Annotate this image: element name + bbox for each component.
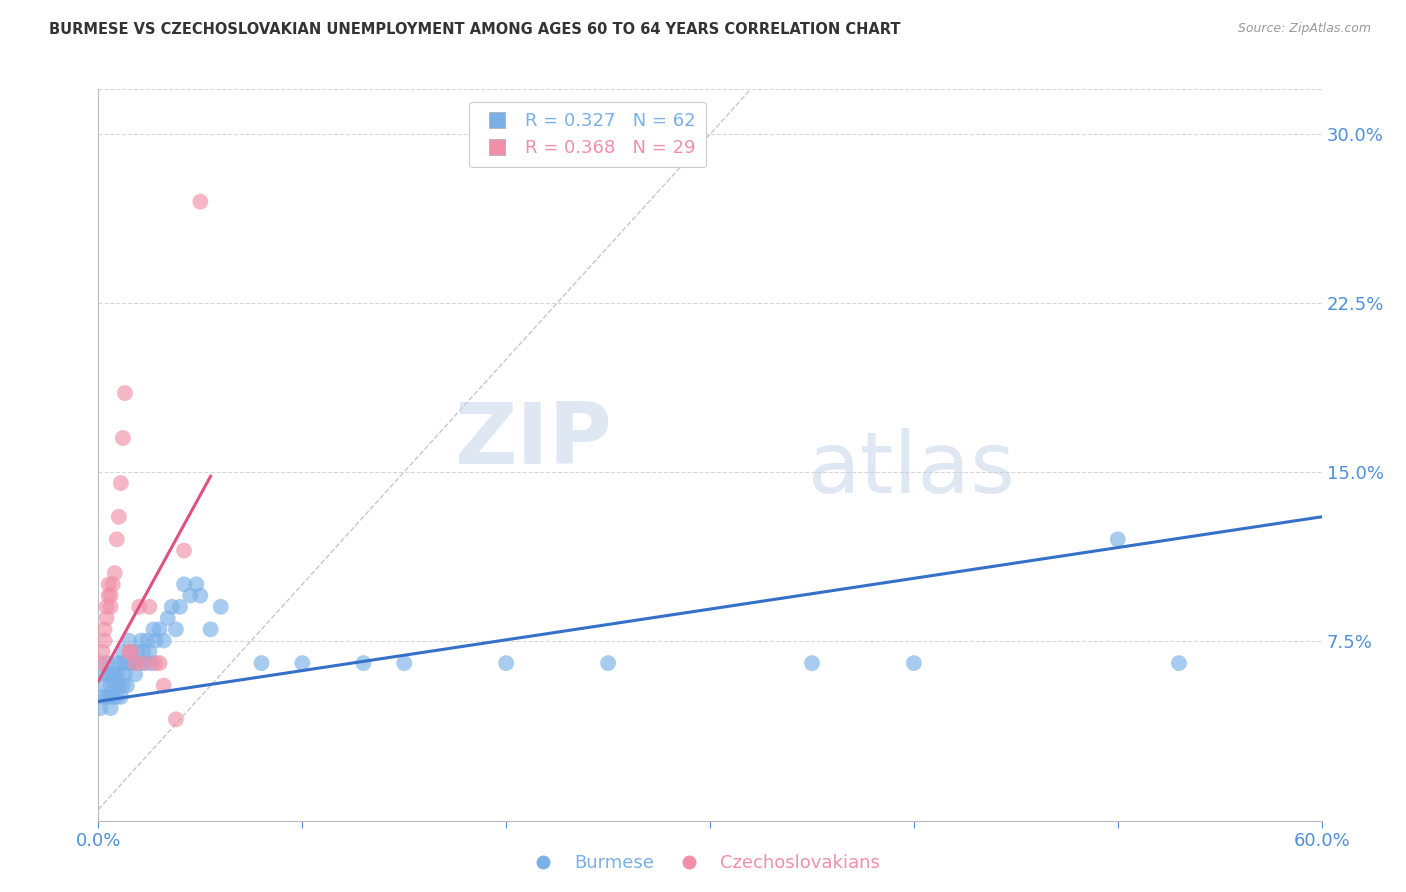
Point bbox=[114, 667, 136, 681]
Point bbox=[149, 656, 172, 670]
Point bbox=[124, 667, 146, 681]
Point bbox=[1107, 533, 1129, 547]
Point bbox=[97, 589, 120, 603]
Point bbox=[152, 633, 174, 648]
Point bbox=[132, 645, 155, 659]
Point bbox=[127, 645, 149, 659]
Point bbox=[173, 577, 195, 591]
Point bbox=[179, 589, 201, 603]
Point bbox=[124, 656, 146, 670]
Point bbox=[115, 679, 138, 693]
Point bbox=[100, 589, 122, 603]
Point bbox=[598, 656, 620, 670]
Point bbox=[118, 656, 141, 670]
Point bbox=[165, 712, 187, 726]
Point bbox=[209, 599, 232, 614]
Point bbox=[120, 645, 142, 659]
Point bbox=[100, 599, 122, 614]
Point bbox=[392, 656, 416, 670]
Point bbox=[169, 599, 191, 614]
Point bbox=[96, 656, 118, 670]
Point bbox=[100, 701, 122, 715]
Point bbox=[108, 679, 131, 693]
Point bbox=[101, 667, 124, 681]
Point bbox=[173, 543, 195, 558]
Point bbox=[801, 656, 824, 670]
Point bbox=[186, 577, 208, 591]
Text: atlas: atlas bbox=[808, 428, 1017, 511]
Point bbox=[96, 599, 118, 614]
Point bbox=[96, 611, 118, 625]
Point bbox=[91, 690, 114, 704]
Point bbox=[145, 656, 167, 670]
Legend: Burmese, Czechoslovakians: Burmese, Czechoslovakians bbox=[519, 847, 887, 879]
Point bbox=[97, 577, 120, 591]
Point bbox=[108, 509, 131, 524]
Point bbox=[156, 611, 179, 625]
Point bbox=[111, 679, 134, 693]
Point bbox=[250, 656, 273, 670]
Text: ZIP: ZIP bbox=[454, 399, 612, 482]
Point bbox=[105, 533, 128, 547]
Point bbox=[903, 656, 925, 670]
Point bbox=[93, 667, 115, 681]
Point bbox=[132, 656, 155, 670]
Point bbox=[141, 656, 163, 670]
Point bbox=[89, 701, 111, 715]
Point bbox=[188, 589, 212, 603]
Point bbox=[96, 690, 118, 704]
Point bbox=[291, 656, 314, 670]
Point bbox=[111, 645, 134, 659]
Point bbox=[104, 667, 127, 681]
Point bbox=[1167, 656, 1189, 670]
Point bbox=[93, 623, 115, 637]
Point bbox=[100, 679, 122, 693]
Point bbox=[93, 633, 115, 648]
Point bbox=[101, 577, 124, 591]
Point bbox=[97, 690, 120, 704]
Point bbox=[110, 656, 132, 670]
Point bbox=[165, 623, 187, 637]
Point bbox=[118, 633, 141, 648]
Text: Source: ZipAtlas.com: Source: ZipAtlas.com bbox=[1237, 22, 1371, 36]
Point bbox=[114, 386, 136, 401]
Point bbox=[200, 623, 222, 637]
Point bbox=[104, 566, 127, 580]
Point bbox=[142, 623, 165, 637]
Point bbox=[104, 679, 127, 693]
Point bbox=[89, 656, 111, 670]
Point bbox=[134, 656, 156, 670]
Point bbox=[149, 623, 172, 637]
Text: BURMESE VS CZECHOSLOVAKIAN UNEMPLOYMENT AMONG AGES 60 TO 64 YEARS CORRELATION CH: BURMESE VS CZECHOSLOVAKIAN UNEMPLOYMENT … bbox=[49, 22, 901, 37]
Point bbox=[136, 633, 159, 648]
Point bbox=[122, 656, 145, 670]
Point bbox=[128, 656, 150, 670]
Point bbox=[105, 690, 128, 704]
Point bbox=[93, 679, 115, 693]
Point bbox=[101, 690, 124, 704]
Point bbox=[188, 194, 212, 209]
Point bbox=[495, 656, 517, 670]
Point bbox=[138, 599, 160, 614]
Point bbox=[110, 690, 132, 704]
Legend: R = 0.327   N = 62, R = 0.368   N = 29: R = 0.327 N = 62, R = 0.368 N = 29 bbox=[470, 102, 706, 167]
Point bbox=[111, 431, 134, 445]
Point bbox=[97, 667, 120, 681]
Point bbox=[145, 633, 167, 648]
Point bbox=[114, 656, 136, 670]
Point bbox=[118, 645, 141, 659]
Point bbox=[105, 656, 128, 670]
Point bbox=[110, 476, 132, 491]
Point bbox=[152, 679, 174, 693]
Point bbox=[128, 599, 150, 614]
Point bbox=[160, 599, 183, 614]
Point bbox=[138, 645, 160, 659]
Point bbox=[129, 633, 152, 648]
Point bbox=[91, 645, 114, 659]
Point bbox=[352, 656, 374, 670]
Point bbox=[120, 645, 142, 659]
Point bbox=[108, 667, 131, 681]
